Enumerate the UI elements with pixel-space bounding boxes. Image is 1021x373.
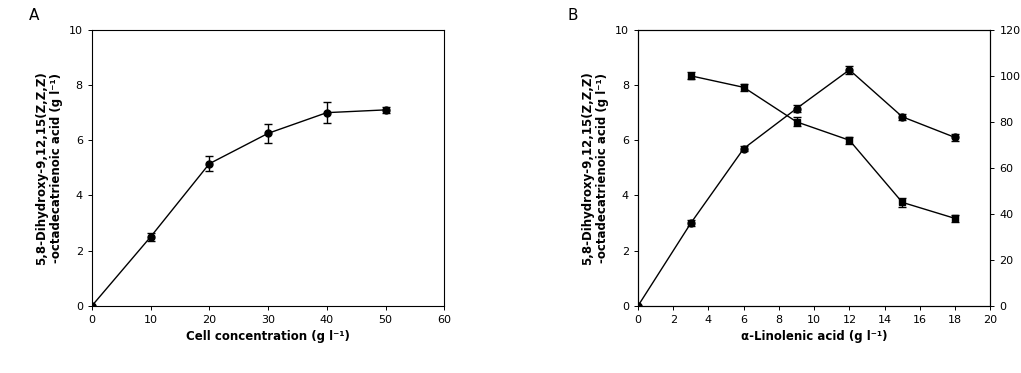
Text: A: A bbox=[29, 8, 39, 23]
Y-axis label: 5,8-Dihydroxy-9,12,15(Z,Z,Z)
-octadecatrienoic acid (g l⁻¹): 5,8-Dihydroxy-9,12,15(Z,Z,Z) -octadecatr… bbox=[36, 71, 63, 265]
Text: B: B bbox=[568, 8, 578, 23]
X-axis label: α-Linolenic acid (g l⁻¹): α-Linolenic acid (g l⁻¹) bbox=[741, 330, 887, 344]
X-axis label: Cell concentration (g l⁻¹): Cell concentration (g l⁻¹) bbox=[186, 330, 350, 344]
Y-axis label: 5,8-Dihydroxy-9,12,15(Z,Z,Z)
-octadecatrienoic acid (g l⁻¹): 5,8-Dihydroxy-9,12,15(Z,Z,Z) -octadecatr… bbox=[581, 71, 610, 265]
